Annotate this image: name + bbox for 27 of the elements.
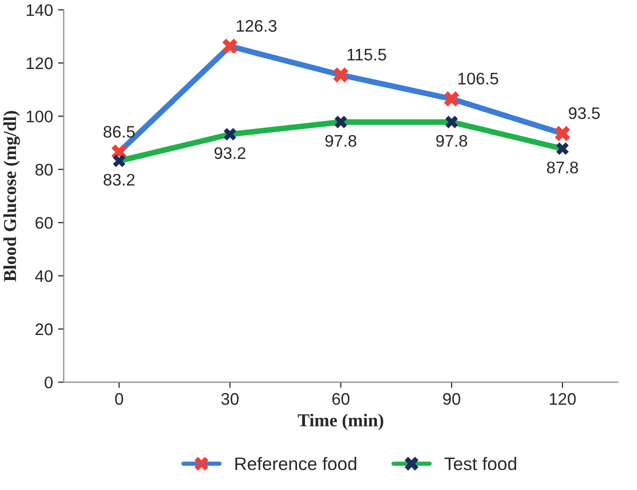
data-label: 87.8 bbox=[546, 162, 578, 174]
x-axis-title: Time (min) bbox=[298, 414, 384, 430]
y-tick-label: 100 bbox=[26, 110, 53, 122]
data-label: 86.5 bbox=[104, 126, 135, 138]
data-label: 106.5 bbox=[458, 72, 498, 85]
x-tick-label: 60 bbox=[332, 393, 350, 405]
x-tick-label: 0 bbox=[115, 393, 124, 405]
data-label: 83.2 bbox=[104, 174, 135, 186]
data-label: 93.5 bbox=[568, 107, 600, 120]
legend-label: Reference food bbox=[235, 456, 356, 470]
data-label: 97.8 bbox=[325, 134, 356, 147]
data-label: 115.5 bbox=[348, 48, 386, 61]
data-label: 97.8 bbox=[436, 134, 468, 147]
data-label: 93.2 bbox=[214, 147, 246, 160]
y-tick-label: 20 bbox=[36, 323, 53, 336]
x-tick-label: 30 bbox=[221, 393, 239, 405]
y-tick-label: 0 bbox=[44, 376, 53, 388]
y-tick-label: 60 bbox=[36, 217, 53, 229]
x-tick-label: 90 bbox=[443, 393, 460, 405]
y-tick-label: 120 bbox=[26, 57, 53, 70]
legend-label: Test food bbox=[444, 456, 516, 470]
x-tick-label: 120 bbox=[550, 393, 576, 405]
y-tick-label: 40 bbox=[35, 270, 53, 282]
y-tick-label: 80 bbox=[35, 164, 53, 176]
data-label: 126.3 bbox=[236, 20, 276, 32]
y-tick-label: 140 bbox=[26, 4, 53, 16]
y-axis-title: Blood Glucose (mg/dl) bbox=[3, 111, 20, 282]
